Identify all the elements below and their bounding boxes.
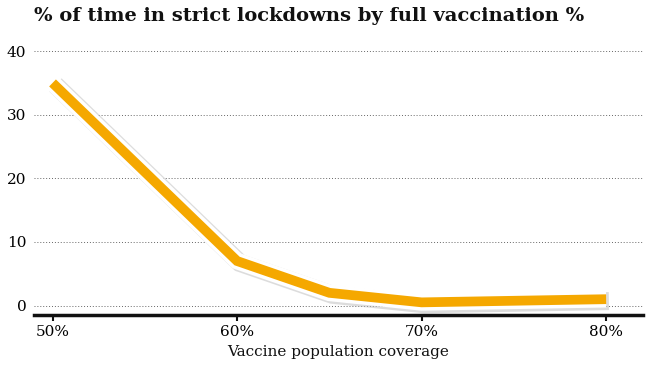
Text: % of time in strict lockdowns by full vaccination %: % of time in strict lockdowns by full va… xyxy=(34,7,584,25)
X-axis label: Vaccine population coverage: Vaccine population coverage xyxy=(227,345,450,359)
